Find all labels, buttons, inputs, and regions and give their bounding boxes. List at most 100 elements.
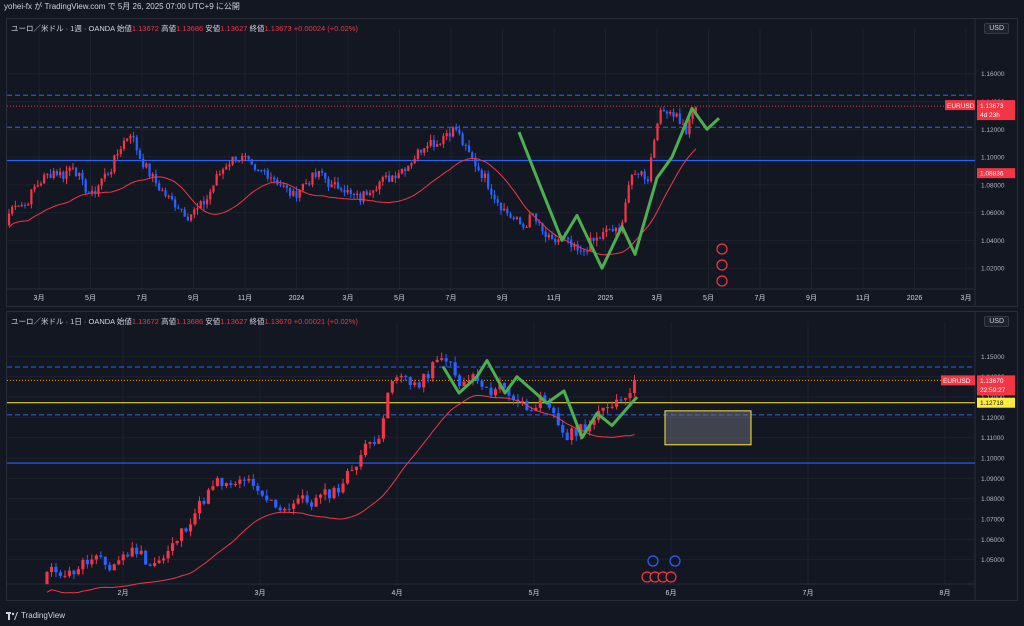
- candle-body: [78, 173, 81, 176]
- candle-body: [257, 169, 260, 171]
- daily-chart-panel[interactable]: 2月3月4月5月6月7月8月1.150001.140001.130001.120…: [6, 311, 1018, 601]
- candle-body: [215, 478, 219, 487]
- candle-body: [477, 166, 480, 171]
- last-price-value: 1.13673: [980, 103, 1004, 110]
- candle-body: [260, 490, 264, 496]
- weekly-chart-canvas[interactable]: 3月 5月 7月 9月 11月 2024 3月 5月 7月 9月 11月 2025 3月 5月 7月 9月 11…: [7, 19, 1017, 306]
- candle-body: [224, 483, 228, 486]
- candle-body: [269, 499, 273, 501]
- daily-open-label: 始値: [116, 317, 132, 326]
- candle-body: [209, 191, 212, 200]
- last-price-tag: [977, 375, 1015, 396]
- candle-body: [336, 487, 341, 493]
- candle-body: [310, 502, 314, 507]
- candle-body: [256, 485, 260, 491]
- candle-body: [375, 189, 378, 191]
- candle-body: [30, 189, 33, 205]
- daily-chart-canvas[interactable]: 2月3月4月5月6月7月8月1.150001.140001.130001.120…: [7, 312, 1017, 600]
- candle-body: [640, 171, 643, 175]
- candle-body: [94, 555, 98, 560]
- candle-body: [410, 163, 413, 166]
- candle-body: [413, 158, 416, 164]
- candle-body: [391, 175, 394, 182]
- candle-body: [320, 170, 324, 173]
- daily-open-value: 1.13672: [131, 317, 159, 326]
- candle-body: [151, 174, 154, 177]
- globe-icon: [716, 259, 728, 271]
- candle-body: [106, 173, 110, 175]
- candle-body: [467, 145, 471, 153]
- candle-body: [211, 486, 215, 490]
- symbol-price-tag-text: EURUSD: [947, 103, 975, 110]
- x-tick-label: 4月: [392, 589, 403, 597]
- candle-body: [400, 168, 404, 174]
- candle-body: [231, 156, 234, 165]
- candle-body: [301, 183, 305, 191]
- daily-currency-button[interactable]: USD: [984, 316, 1009, 327]
- x-tick-label: 9月: [806, 294, 817, 302]
- candle-body: [435, 144, 439, 147]
- candle-body: [480, 381, 484, 387]
- candle-body: [81, 173, 84, 180]
- daily-close-value: 1.13670: [264, 317, 292, 326]
- candle-body: [90, 559, 94, 565]
- candle-body: [359, 193, 362, 202]
- candle-body: [378, 181, 381, 190]
- x-tick-label: 3月: [34, 294, 45, 302]
- candle-body: [90, 190, 94, 193]
- candle-body: [408, 377, 412, 385]
- candle-body: [11, 206, 14, 214]
- candle-body: [595, 237, 598, 241]
- candle-body: [39, 183, 43, 186]
- candle-body: [685, 123, 688, 135]
- candle-body: [55, 170, 59, 176]
- candle-body: [237, 160, 241, 162]
- candle-body: [538, 395, 542, 408]
- candle-body: [614, 227, 618, 232]
- candle-body: [71, 167, 75, 169]
- candle-body: [238, 479, 242, 484]
- bar-countdown: 4d 23h: [980, 112, 1000, 119]
- candle-body: [43, 174, 46, 184]
- candle-body: [390, 380, 394, 393]
- candle-body: [234, 156, 237, 162]
- candle-body: [323, 489, 327, 495]
- candle-body: [440, 358, 444, 360]
- candle-body: [493, 389, 498, 396]
- y-tick-label: 1.10000: [981, 456, 1005, 463]
- candle-body: [525, 227, 528, 229]
- us-flag-icon: [665, 571, 677, 583]
- candle-body: [544, 231, 547, 238]
- daily-symbol-name: ユーロ／米ドル · 1日 · OANDA: [11, 317, 115, 326]
- candle-body: [496, 199, 499, 203]
- y-tick-label: 1.06000: [981, 537, 1005, 544]
- x-tick-label: 5月: [85, 294, 96, 302]
- candle-body: [263, 170, 266, 172]
- candle-body: [304, 183, 308, 185]
- candle-body: [632, 379, 637, 394]
- publish-header: yohei-fx が TradingView.com で 5月 26, 2025…: [0, 0, 1024, 14]
- candle-body: [368, 442, 372, 444]
- weekly-currency-button[interactable]: USD: [984, 23, 1009, 34]
- candle-body: [215, 174, 218, 186]
- candle-body: [372, 190, 375, 193]
- candle-body: [229, 483, 233, 485]
- candle-body: [269, 177, 273, 179]
- weekly-chart-panel[interactable]: 3月 5月 7月 9月 11月 2024 3月 5月 7月 9月 11月 2025 3月 5月 7月 9月 11…: [6, 18, 1018, 307]
- candle-body: [354, 466, 359, 471]
- candle-body: [611, 229, 614, 232]
- last-price-value: 1.13670: [980, 378, 1004, 385]
- candle-body: [99, 555, 103, 557]
- candle-body: [103, 173, 106, 179]
- candle-body: [330, 184, 333, 188]
- candle-body: [547, 401, 551, 408]
- candle-body: [672, 111, 675, 117]
- candle-body: [619, 399, 623, 401]
- last-price-tag: [977, 100, 1015, 121]
- candle-body: [292, 503, 296, 509]
- candle-body: [416, 149, 420, 159]
- candle-body: [574, 428, 578, 437]
- candle-body: [20, 204, 23, 206]
- candle-body: [426, 374, 430, 379]
- y-tick-label: 1.05000: [981, 557, 1005, 564]
